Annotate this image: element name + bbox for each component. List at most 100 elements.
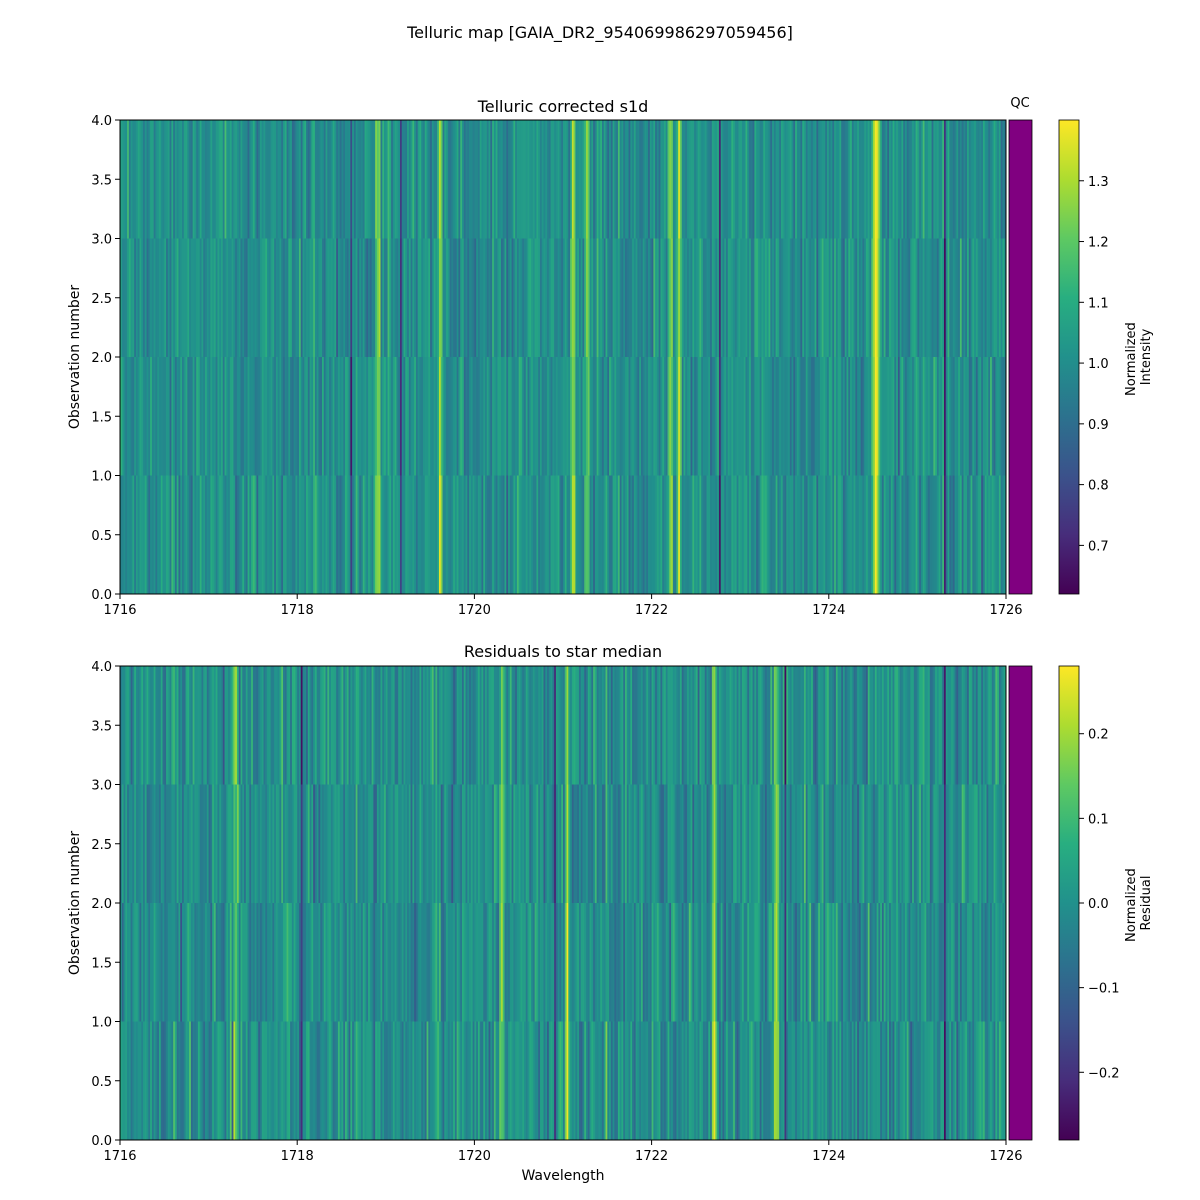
heatmap-cell (274, 903, 277, 1022)
heatmap-cell (254, 475, 257, 594)
heatmap-cell (529, 120, 532, 239)
heatmap-cell (453, 238, 456, 357)
heatmap-cell (463, 784, 467, 903)
heatmap-cell (573, 120, 576, 239)
heatmap-cell (711, 1021, 715, 1140)
heatmap-cell (274, 238, 277, 357)
heatmap-cell (371, 120, 374, 239)
heatmap-cell (329, 666, 332, 785)
heatmap-cell (242, 1021, 245, 1140)
heatmap-cell (749, 666, 752, 785)
heatmap-cell (726, 475, 729, 594)
heatmap-cell (740, 475, 743, 594)
heatmap-cell (135, 238, 139, 357)
heatmap-cell (786, 1021, 789, 1140)
heatmap-cell (965, 666, 968, 785)
heatmap-cell (940, 784, 943, 903)
heatmap-cell (228, 238, 231, 357)
heatmap-cell (782, 475, 785, 594)
heatmap-cell (194, 784, 197, 903)
heatmap-cell (772, 666, 775, 785)
heatmap-cell (197, 357, 201, 476)
heatmap-cell (314, 357, 318, 476)
heatmap-cell (862, 120, 865, 239)
heatmap-cell (605, 903, 608, 1022)
heatmap-cell (261, 120, 265, 239)
heatmap-cell (495, 903, 498, 1022)
heatmap-cell (821, 357, 824, 476)
heatmap-cell (213, 666, 217, 785)
heatmap-cell (967, 903, 970, 1022)
qc-label: QC (1010, 96, 1029, 111)
heatmap-cell (713, 903, 716, 1022)
heatmap-cell (834, 666, 837, 785)
heatmap-cell (557, 120, 560, 239)
heatmap-cell (584, 903, 587, 1022)
heatmap-cell (247, 357, 250, 476)
heatmap-cell (580, 903, 583, 1022)
heatmap-cell (529, 238, 532, 357)
heatmap-cell (601, 475, 605, 594)
heatmap-cell (802, 1021, 805, 1140)
heatmap-cell (729, 475, 732, 594)
y-tick-label: 1.5 (91, 410, 112, 425)
heatmap-cell (166, 1021, 169, 1140)
heatmap-cell (961, 475, 964, 594)
heatmap-cell (433, 357, 436, 476)
heatmap-cell (518, 784, 521, 903)
heatmap-cell (539, 666, 543, 785)
heatmap-cell (570, 120, 573, 239)
heatmap-cell (121, 238, 125, 357)
heatmap-cell (134, 475, 137, 594)
heatmap-cell (981, 475, 984, 594)
heatmap-cell (630, 238, 633, 357)
heatmap-cell (244, 475, 247, 594)
heatmap-cell (910, 238, 913, 357)
heatmap-cell (633, 1021, 637, 1140)
colorbar-label: Normalized Residual (1124, 864, 1154, 942)
heatmap-cell (415, 357, 419, 476)
heatmap-cell (972, 357, 975, 476)
heatmap-cell (552, 238, 555, 357)
heatmap-cell (715, 1021, 718, 1140)
heatmap-cell (334, 784, 337, 903)
heatmap-cell (594, 475, 598, 594)
heatmap-cell (858, 1021, 862, 1140)
heatmap-cell (619, 666, 622, 785)
heatmap-cell (614, 475, 617, 594)
heatmap-cell (878, 903, 881, 1022)
heatmap-cell (384, 475, 387, 594)
heatmap-cell (924, 357, 927, 476)
heatmap-cell (208, 784, 211, 903)
heatmap-cell (740, 1021, 743, 1140)
heatmap-cell (747, 475, 750, 594)
heatmap-cell (768, 1021, 771, 1140)
heatmap-cell (731, 238, 734, 357)
heatmap-cell (419, 238, 422, 357)
heatmap-cell (593, 666, 596, 785)
heatmap-cell (210, 357, 213, 476)
heatmap-cell (210, 238, 213, 357)
heatmap-cell (417, 120, 420, 239)
heatmap-cell (839, 1021, 842, 1140)
heatmap-cell (780, 357, 784, 476)
heatmap-cell (228, 357, 231, 476)
heatmap-cell (460, 1021, 463, 1140)
heatmap-cell (447, 784, 451, 903)
heatmap-cell (913, 1021, 917, 1140)
heatmap-cell (360, 666, 364, 785)
heatmap-cell (995, 666, 998, 785)
heatmap-cell (224, 784, 227, 903)
heatmap-cell (465, 238, 468, 357)
heatmap-cell (915, 903, 918, 1022)
heatmap-cell (664, 1021, 667, 1140)
heatmap-cell (883, 1021, 886, 1140)
heatmap-cell (192, 357, 195, 476)
heatmap-cell (318, 238, 321, 357)
heatmap-cell (708, 666, 711, 785)
heatmap-cell (148, 357, 151, 476)
heatmap-cell (368, 666, 371, 785)
heatmap-cell (371, 475, 374, 594)
heatmap-cell (997, 238, 1000, 357)
heatmap-cell (928, 475, 931, 594)
